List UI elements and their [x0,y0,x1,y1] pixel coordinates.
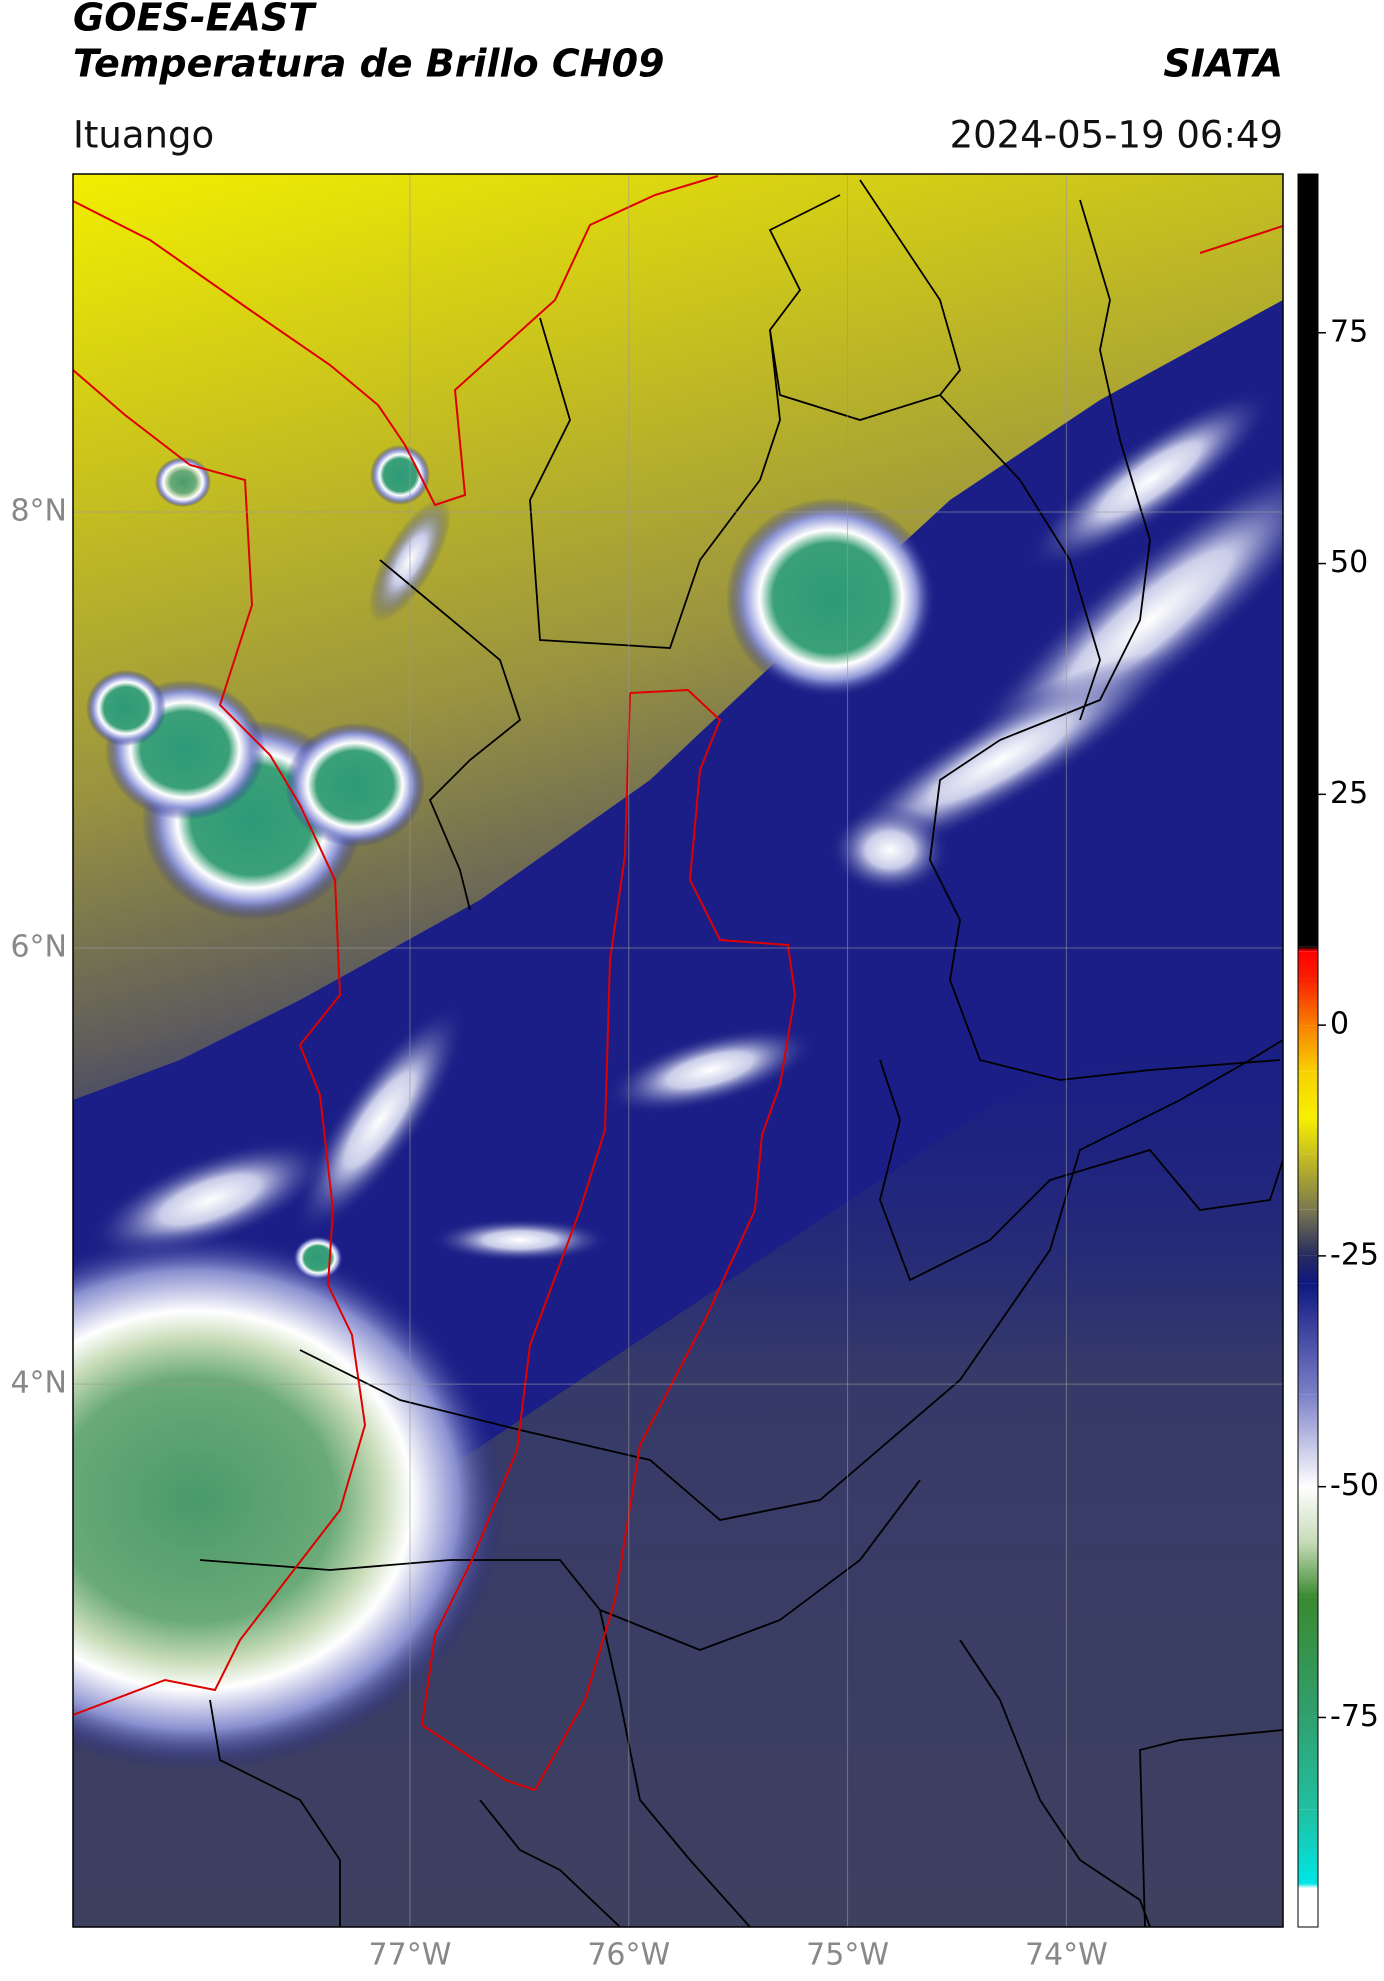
storm-cell [73,1230,505,1770]
lat-tick-label: 8°N [10,493,67,528]
boundary [479,1799,621,1927]
colorbar-tick-label: 50 [1330,545,1368,580]
storm-cell [370,445,430,505]
colorbar-segment [1298,1597,1318,1718]
storm-cell [293,1236,343,1280]
map-image [73,174,1283,1927]
boundary [379,559,522,911]
antioquia-outline [420,688,797,1792]
title: GOES-EAST [73,0,317,40]
boundary [599,1479,921,1651]
coast [73,175,719,507]
colorbar-segment [1298,1283,1318,1395]
location: Ituango [73,114,214,157]
colorbar-segment [1298,1154,1318,1210]
colorbar-segment [1298,951,1318,979]
cloud-band [430,1218,610,1262]
colorbar-segment [1298,1888,1318,1927]
colorbar-tick-label: 0 [1330,1007,1349,1042]
coastline [73,175,1283,1792]
colorbar-tick-label: 25 [1330,776,1368,811]
colorbar-tick-label: -50 [1330,1468,1379,1503]
coast [73,369,367,1716]
boundary [959,1639,1151,1927]
colorbar [1298,174,1318,1927]
lon-tick-label: 77°W [369,1938,452,1973]
lat-tick-label: 6°N [10,930,67,965]
colorbar-segment [1298,1209,1318,1256]
storm-cell [86,670,166,746]
colorbar-segment [1298,174,1318,947]
colorbar-segment [1298,1717,1318,1810]
graticule [73,174,1283,1927]
boundary [939,394,1101,721]
colorbar-segment [1298,978,1318,1026]
boundaries [199,179,1283,1927]
colorbar-segment [1298,1255,1318,1284]
cloud-band [86,1138,334,1262]
colorbar-segment [1298,1542,1318,1598]
colorbar-segment [1298,1883,1318,1889]
lon-tick-label: 75°W [806,1938,889,1973]
colorbar-tick-label: -75 [1330,1699,1379,1734]
storm-cell [285,723,425,847]
boundary [929,199,1281,1081]
storm-cell [155,457,211,507]
cloud-band [1025,387,1275,573]
cloud-band [830,805,950,895]
warm-region [73,174,1283,1100]
boundary [209,1699,341,1927]
lon-tick-label: 76°W [587,1938,670,1973]
cloud-band [603,1025,817,1115]
colorbar-segment [1298,1071,1318,1118]
datetime: 2024-05-19 06:49 [950,114,1283,157]
map-frame [72,173,1284,1928]
boundary [1139,1729,1283,1927]
colorbar-segment [1298,1025,1318,1072]
boundary [769,179,961,421]
source: SIATA [1163,42,1283,86]
colorbar-segment [1298,1117,1318,1155]
colorbar-tick-label: 75 [1330,314,1368,349]
boundary [529,194,841,649]
colorbar-segment [1298,1394,1318,1487]
subtitle: Temperatura de Brillo CH09 [73,42,664,86]
lon-tick-label: 74°W [1025,1938,1108,1973]
coast [1199,225,1283,254]
lat-tick-label: 4°N [10,1366,67,1401]
colorbar-tick-label: -25 [1330,1237,1379,1272]
storm-cell [726,498,936,698]
colorbar-segment [1298,946,1318,952]
boundary [299,1039,1283,1521]
colorbar-frame [1297,173,1319,1928]
cloud-band [293,1003,467,1237]
colorbar-segment [1298,1486,1318,1543]
boundary [879,1059,1283,1282]
colorbar-segment [1298,1809,1318,1884]
